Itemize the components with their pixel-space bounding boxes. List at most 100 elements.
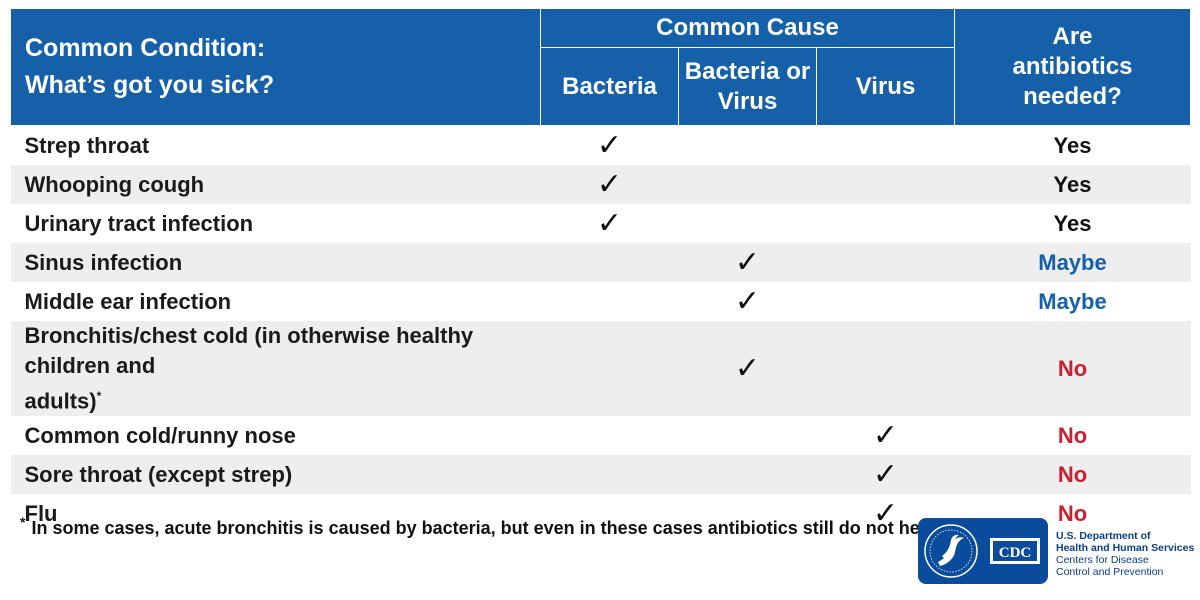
antibiotics-answer: Maybe — [1038, 288, 1107, 314]
antibiotics-answer: Yes — [1053, 210, 1092, 236]
checkmark-icon: ✓ — [734, 352, 761, 386]
bacteria-cell — [540, 321, 679, 417]
condition-cell: Whooping cough — [10, 165, 541, 204]
antibiotics-answer: No — [1057, 355, 1088, 381]
table-row: Middle ear infection ✓ Maybe — [11, 282, 1191, 321]
checkmark-icon: ✓ — [596, 207, 623, 240]
bacteria-cell: ✓ — [541, 204, 679, 243]
hhs-seal-icon — [918, 518, 984, 584]
antibiotics-table: Common Condition: What’s got you sick? C… — [10, 8, 1191, 533]
antibiotics-answer: Yes — [1053, 171, 1092, 197]
antibiotics-answer: Yes — [1053, 132, 1092, 158]
bacteria-cell — [541, 282, 679, 321]
antibiotics-answer: No — [1057, 461, 1088, 487]
virus-cell: ✓ — [817, 494, 955, 533]
checkmark-icon: ✓ — [734, 246, 761, 279]
table-row: Strep throat ✓ Yes — [11, 126, 1191, 166]
antibiotics-answer-cell: No — [955, 494, 1191, 533]
bacteria-cell — [540, 243, 679, 282]
virus-cell — [816, 165, 955, 204]
checkmark-icon: ✓ — [734, 285, 761, 318]
antibiotics-header-line1: Are — [1052, 23, 1093, 50]
checkmark-icon: ✓ — [596, 129, 623, 162]
bacteria-or-virus-cell — [679, 204, 817, 243]
bacteria-cell: ✓ — [541, 126, 679, 166]
checkmark-icon: ✓ — [596, 168, 623, 201]
condition-header-line2: What’s got you sick? — [25, 71, 275, 99]
antibiotics-header-line2: antibiotics — [1012, 53, 1133, 80]
agency-line2: Health and Human Services — [1056, 542, 1195, 554]
condition-cell: Common cold/runny nose — [24, 422, 296, 448]
condition-cell: Middle ear infection — [24, 288, 232, 314]
condition-line2: adults) — [24, 388, 97, 414]
table-body: Strep throat ✓ Yes Whooping cough ✓ Yes Urinar… — [10, 126, 1191, 534]
condition-cell: Sinus infection — [10, 243, 541, 282]
bacteria-or-virus-cell — [678, 165, 817, 204]
agency-line3: Centers for Disease — [1056, 554, 1149, 566]
common-cause-header: Common Cause — [540, 8, 955, 48]
table-row: Urinary tract infection ✓ Yes — [11, 204, 1191, 243]
condition-header-line1: Common Condition: — [25, 34, 266, 62]
virus-cell — [817, 282, 955, 321]
condition-cell: Strep throat — [24, 132, 150, 158]
antibiotics-answer-cell: Maybe — [955, 282, 1191, 321]
antibiotics-answer-cell: Yes — [955, 204, 1191, 243]
hhs-cdc-logo: CDC U.S. Department of Health and Human … — [918, 518, 1200, 594]
virus-cell: ✓ — [817, 416, 955, 455]
table-row: Bronchitis/chest cold (in otherwise heal… — [10, 321, 1191, 417]
bacteria-or-virus-header: Bacteria or Virus — [678, 47, 817, 126]
checkmark-icon: ✓ — [872, 419, 899, 453]
bacteria-or-virus-line1: Bacteria or — [684, 57, 811, 85]
virus-cell — [816, 321, 955, 417]
bacteria-or-virus-cell: ✓ — [679, 282, 817, 321]
antibiotics-answer-cell: No — [954, 321, 1191, 417]
footnote-marker: * — [20, 514, 26, 530]
bacteria-or-virus-cell — [679, 126, 817, 166]
bacteria-or-virus-line2: Virus — [717, 87, 778, 115]
antibiotics-header-line3: needed? — [1023, 83, 1122, 110]
condition-line1: Bronchitis/chest cold (in otherwise heal… — [24, 323, 474, 378]
antibiotics-answer-cell: No — [954, 455, 1191, 495]
table-row: Flu ✓ No — [11, 494, 1191, 533]
condition-cell: Sore throat (except strep) — [10, 455, 541, 495]
condition-cell: Bronchitis/chest cold (in otherwise heal… — [10, 321, 541, 417]
agency-name: U.S. Department of Health and Human Serv… — [1056, 530, 1200, 578]
virus-cell — [817, 126, 955, 166]
agency-line1: U.S. Department of — [1056, 530, 1151, 542]
virus-cell — [816, 243, 955, 282]
antibiotics-answer: No — [1057, 422, 1088, 448]
table-row: Sinus infection ✓ Maybe — [10, 243, 1191, 282]
virus-cell — [817, 204, 955, 243]
antibiotics-answer-cell: Maybe — [954, 243, 1191, 282]
footnote: * In some cases, acute bronchitis is caus… — [20, 514, 941, 539]
condition-cell: Urinary tract infection — [24, 210, 254, 236]
condition-column-header: Common Condition: What’s got you sick? — [10, 8, 541, 126]
antibiotics-table-sheet: Common Condition: What’s got you sick? C… — [10, 8, 1191, 533]
table-row: Sore throat (except strep) ✓ No — [10, 455, 1191, 495]
antibiotics-answer: Maybe — [1038, 249, 1107, 275]
virus-header: Virus — [816, 47, 955, 126]
footnote-reference: * — [96, 389, 102, 403]
virus-cell: ✓ — [816, 455, 955, 495]
checkmark-icon: ✓ — [872, 458, 899, 492]
bacteria-or-virus-cell: ✓ — [678, 243, 817, 282]
bacteria-or-virus-cell: ✓ — [678, 321, 817, 417]
bacteria-or-virus-cell — [679, 416, 817, 455]
antibiotics-needed-header: Are antibiotics needed? — [954, 8, 1191, 126]
bacteria-cell: ✓ — [540, 165, 679, 204]
footnote-text: In some cases, acute bronchitis is cause… — [31, 518, 941, 538]
bacteria-header: Bacteria — [540, 47, 679, 126]
bacteria-or-virus-cell — [678, 455, 817, 495]
bacteria-cell — [540, 455, 679, 495]
table-row: Common cold/runny nose ✓ No — [11, 416, 1191, 455]
agency-line4: Control and Prevention — [1056, 566, 1164, 578]
cdc-logo-text: CDC — [999, 545, 1032, 561]
cdc-logo-icon: CDC — [984, 518, 1048, 584]
table-row: Whooping cough ✓ Yes — [10, 165, 1191, 204]
condition-cell: Flu — [24, 500, 58, 526]
antibiotics-answer-cell: Yes — [954, 165, 1191, 204]
checkmark-icon: ✓ — [872, 497, 899, 531]
antibiotics-answer-cell: No — [955, 416, 1191, 455]
bacteria-cell — [541, 416, 679, 455]
antibiotics-answer-cell: Yes — [955, 126, 1191, 166]
